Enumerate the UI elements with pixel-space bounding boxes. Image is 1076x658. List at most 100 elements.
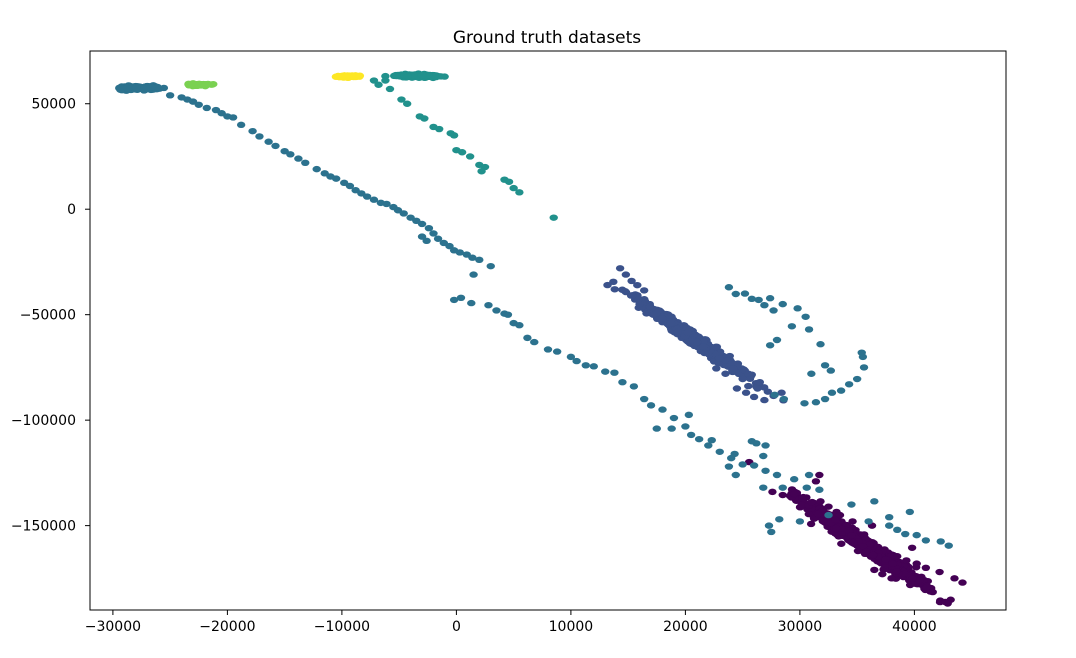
scatter-point-2 bbox=[847, 501, 856, 508]
scatter-point-2 bbox=[747, 295, 757, 303]
cluster-point-0 bbox=[804, 510, 814, 518]
scatter-point-0 bbox=[935, 568, 944, 576]
scatter-point-2 bbox=[331, 175, 341, 182]
scatter-point-2 bbox=[715, 448, 724, 455]
cluster-point-2 bbox=[122, 84, 132, 92]
cluster-point-1 bbox=[634, 296, 643, 303]
y-tick-label: 0 bbox=[67, 202, 76, 218]
cluster-point-2 bbox=[139, 85, 149, 92]
scatter-point-0 bbox=[950, 575, 959, 582]
scatter-point-2 bbox=[704, 442, 713, 449]
scatter-point-2 bbox=[362, 193, 372, 200]
scatter-point-2 bbox=[492, 307, 501, 314]
cluster-point-0 bbox=[849, 539, 858, 546]
x-tick-label: 30000 bbox=[778, 619, 823, 635]
scatter-point-1 bbox=[639, 287, 649, 294]
scatter-point-2 bbox=[248, 127, 257, 135]
scatter-point-3 bbox=[465, 153, 475, 160]
scatter-point-2 bbox=[264, 138, 273, 145]
scatter-point-2 bbox=[778, 300, 787, 308]
x-axis: −30000 −20000 −10000 0 10000 20000 30000 40000 bbox=[85, 610, 937, 635]
scatter-point-2 bbox=[194, 101, 203, 108]
cluster-point-1 bbox=[683, 329, 692, 336]
scatter-point-2 bbox=[824, 511, 833, 519]
scatter-point-2 bbox=[767, 528, 776, 536]
scatter-point-2 bbox=[469, 271, 478, 278]
scatter-point-2 bbox=[667, 425, 676, 432]
scatter-point-2 bbox=[681, 423, 690, 430]
scatter-point-2 bbox=[724, 284, 734, 291]
scatter-point-0 bbox=[887, 575, 896, 582]
scatter-point-3 bbox=[374, 81, 383, 88]
scatter-point-2 bbox=[815, 486, 824, 493]
x-tick-label: 40000 bbox=[892, 619, 937, 635]
scatter-point-0 bbox=[870, 566, 879, 574]
scatter-point-1 bbox=[738, 375, 747, 383]
scatter-point-3 bbox=[515, 189, 524, 196]
scatter-point-2 bbox=[770, 391, 779, 399]
scatter-point-2 bbox=[572, 357, 581, 365]
scatter-point-2 bbox=[787, 323, 797, 330]
scatter-point-0 bbox=[848, 518, 857, 525]
cluster-point-3 bbox=[418, 72, 427, 79]
cluster-point-0 bbox=[865, 541, 874, 548]
scatter-point-2 bbox=[429, 230, 438, 237]
scatter-point-0 bbox=[807, 499, 816, 506]
scatter-point-1 bbox=[755, 378, 765, 386]
scatter-point-2 bbox=[484, 301, 493, 309]
scatter-point-2 bbox=[417, 220, 427, 228]
scatter-point-2 bbox=[885, 522, 894, 529]
scatter-point-2 bbox=[646, 402, 656, 409]
scatter-point-2 bbox=[424, 224, 434, 232]
cluster-point-1 bbox=[603, 281, 612, 289]
scatter-point-0 bbox=[789, 490, 799, 498]
scatter-point-2 bbox=[294, 155, 303, 162]
cluster-point-1 bbox=[714, 360, 723, 367]
scatter-point-1 bbox=[721, 370, 730, 377]
scatter-point-1 bbox=[712, 365, 721, 372]
scatter-point-2 bbox=[731, 290, 740, 298]
scatter-point-2 bbox=[795, 518, 805, 525]
scatter-point-1 bbox=[744, 370, 753, 377]
x-tick-label: −10000 bbox=[314, 619, 370, 635]
scatter-point-2 bbox=[456, 294, 466, 301]
scatter-point-0 bbox=[902, 557, 911, 564]
scatter-point-2 bbox=[807, 370, 816, 377]
scatter-point-2 bbox=[449, 296, 459, 304]
scatter-point-0 bbox=[816, 498, 825, 505]
cluster-point-1 bbox=[729, 365, 738, 372]
scatter-point-3 bbox=[435, 125, 444, 133]
scatter-point-2 bbox=[754, 296, 763, 304]
scatter-point-2 bbox=[694, 435, 704, 443]
scatter-point-2 bbox=[759, 452, 768, 460]
scatter-point-1 bbox=[732, 385, 742, 392]
scatter-point-2 bbox=[836, 387, 846, 394]
scatter-point-2 bbox=[730, 450, 739, 458]
scatter-point-3 bbox=[402, 100, 412, 107]
scatter-point-2 bbox=[652, 425, 661, 432]
cluster-point-1 bbox=[609, 278, 618, 286]
cluster-point-5 bbox=[341, 73, 350, 81]
x-tick-label: −20000 bbox=[199, 619, 255, 635]
scatter-point-2 bbox=[793, 305, 802, 312]
x-tick-label: 10000 bbox=[549, 619, 594, 635]
cluster-point-1 bbox=[692, 338, 702, 346]
cluster-point-4 bbox=[189, 81, 198, 88]
cluster-point-4 bbox=[204, 81, 213, 88]
scatter-point-2 bbox=[801, 313, 810, 320]
scatter-point-3 bbox=[385, 85, 395, 93]
scatter-point-0 bbox=[893, 553, 902, 560]
cluster-point-0 bbox=[837, 540, 846, 547]
scatter-point-2 bbox=[165, 92, 175, 99]
scatter-point-0 bbox=[778, 491, 787, 499]
scatter-point-2 bbox=[800, 400, 809, 407]
scatter-point-2 bbox=[857, 349, 866, 356]
scatter-point-2 bbox=[503, 311, 513, 318]
cluster-point-0 bbox=[832, 524, 841, 532]
scatter-point-2 bbox=[731, 471, 740, 479]
cluster-point-5 bbox=[355, 72, 365, 79]
y-tick-label: −100000 bbox=[11, 413, 76, 429]
scatter-point-2 bbox=[778, 484, 787, 491]
scatter-point-0 bbox=[907, 544, 917, 551]
scatter-point-2 bbox=[870, 498, 879, 505]
